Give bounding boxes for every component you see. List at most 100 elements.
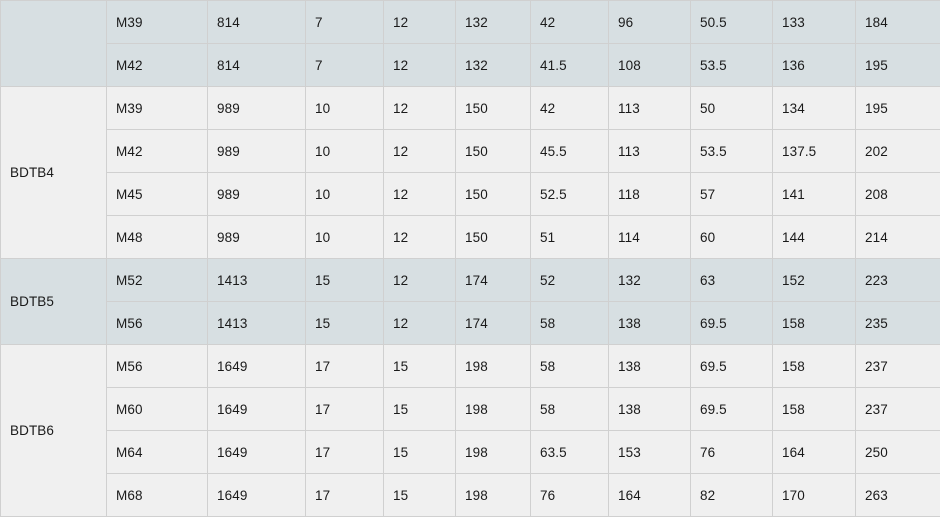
- table-cell: 174: [456, 302, 531, 345]
- table-cell: 17: [306, 474, 384, 517]
- bolt-size-cell: M48: [107, 216, 208, 259]
- table-cell: 158: [773, 302, 856, 345]
- table-cell: 144: [773, 216, 856, 259]
- table-cell: 989: [208, 216, 306, 259]
- table-cell: 138: [609, 388, 691, 431]
- table-cell: 113: [609, 130, 691, 173]
- table-cell: 132: [456, 44, 531, 87]
- group-label-cell: BDTB5: [1, 259, 107, 345]
- table-cell: 10: [306, 173, 384, 216]
- table-cell: 17: [306, 388, 384, 431]
- table-cell: 82: [691, 474, 773, 517]
- table-cell: 12: [384, 302, 456, 345]
- table-cell: 12: [384, 216, 456, 259]
- table-cell: 133: [773, 1, 856, 44]
- table-cell: 69.5: [691, 345, 773, 388]
- table-cell: 15: [306, 302, 384, 345]
- table-cell: 141: [773, 173, 856, 216]
- table-cell: 158: [773, 345, 856, 388]
- bolt-size-cell: M68: [107, 474, 208, 517]
- table-cell: 50.5: [691, 1, 773, 44]
- bolt-size-cell: M52: [107, 259, 208, 302]
- table-cell: 170: [773, 474, 856, 517]
- table-cell: 198: [456, 388, 531, 431]
- table-cell: 58: [531, 345, 609, 388]
- bolt-size-cell: M42: [107, 44, 208, 87]
- table-cell: 989: [208, 173, 306, 216]
- table-cell: 114: [609, 216, 691, 259]
- table-cell: 12: [384, 44, 456, 87]
- table-cell: 17: [306, 431, 384, 474]
- table-cell: 1413: [208, 259, 306, 302]
- table-cell: 69.5: [691, 388, 773, 431]
- bolt-size-cell: M42: [107, 130, 208, 173]
- table-cell: 989: [208, 87, 306, 130]
- table-cell: 53.5: [691, 130, 773, 173]
- table-cell: 12: [384, 87, 456, 130]
- table-cell: 158: [773, 388, 856, 431]
- table-cell: 237: [856, 345, 940, 388]
- table-cell: 208: [856, 173, 940, 216]
- table-cell: 250: [856, 431, 940, 474]
- table-cell: 132: [456, 1, 531, 44]
- group-label-cell: [1, 1, 107, 87]
- table-cell: 15: [384, 431, 456, 474]
- table-cell: 41.5: [531, 44, 609, 87]
- table-cell: 96: [609, 1, 691, 44]
- bolt-size-cell: M39: [107, 87, 208, 130]
- bolt-size-cell: M45: [107, 173, 208, 216]
- table-cell: 198: [456, 431, 531, 474]
- bolt-size-cell: M56: [107, 345, 208, 388]
- group-label-cell: BDTB4: [1, 87, 107, 259]
- table-cell: 138: [609, 302, 691, 345]
- table-cell: 12: [384, 173, 456, 216]
- table-cell: 195: [856, 87, 940, 130]
- table-cell: 136: [773, 44, 856, 87]
- table-cell: 1413: [208, 302, 306, 345]
- bolt-size-cell: M39: [107, 1, 208, 44]
- table-cell: 58: [531, 302, 609, 345]
- table-cell: 118: [609, 173, 691, 216]
- table-cell: 137.5: [773, 130, 856, 173]
- table-cell: 150: [456, 130, 531, 173]
- table-cell: 1649: [208, 388, 306, 431]
- table-cell: 150: [456, 216, 531, 259]
- table-cell: 1649: [208, 345, 306, 388]
- table-cell: 51: [531, 216, 609, 259]
- table-cell: 195: [856, 44, 940, 87]
- bolt-size-cell: M60: [107, 388, 208, 431]
- table-cell: 50: [691, 87, 773, 130]
- table-cell: 15: [384, 388, 456, 431]
- table-cell: 63.5: [531, 431, 609, 474]
- table-cell: 15: [384, 345, 456, 388]
- table-cell: 989: [208, 130, 306, 173]
- table-cell: 164: [609, 474, 691, 517]
- table-cell: 57: [691, 173, 773, 216]
- table-cell: 45.5: [531, 130, 609, 173]
- table-cell: 138: [609, 345, 691, 388]
- table-cell: 134: [773, 87, 856, 130]
- table-cell: 76: [531, 474, 609, 517]
- table-cell: 263: [856, 474, 940, 517]
- table-cell: 52: [531, 259, 609, 302]
- bolt-size-cell: M64: [107, 431, 208, 474]
- table-cell: 814: [208, 44, 306, 87]
- table-cell: 58: [531, 388, 609, 431]
- table-cell: 132: [609, 259, 691, 302]
- table-cell: 63: [691, 259, 773, 302]
- table-cell: 42: [531, 1, 609, 44]
- table-cell: 223: [856, 259, 940, 302]
- table-cell: 198: [456, 345, 531, 388]
- table-cell: 10: [306, 130, 384, 173]
- table-cell: 60: [691, 216, 773, 259]
- table-cell: 174: [456, 259, 531, 302]
